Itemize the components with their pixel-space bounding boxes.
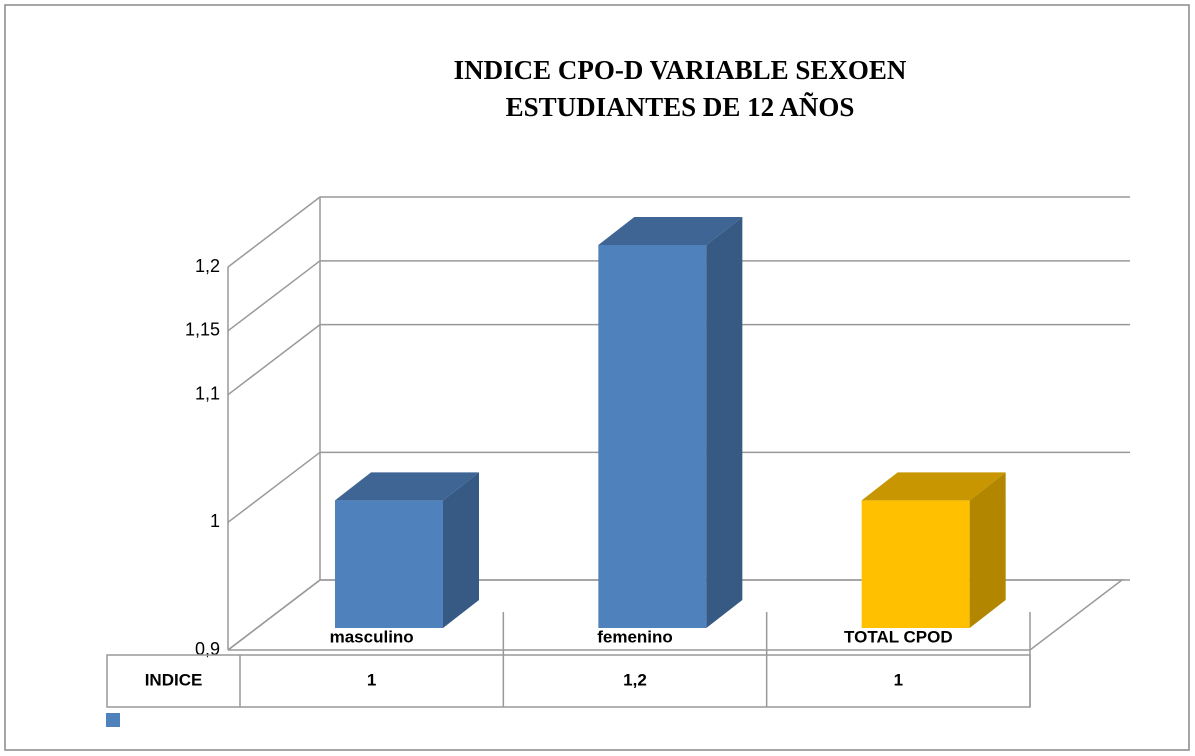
table-row-header: INDICE [145,670,203,689]
bar-top [861,472,1006,501]
x-tick-label: masculino [330,627,414,646]
bar [335,500,443,628]
bar [861,500,970,628]
y-tick-label: 1,2 [195,256,220,276]
y-tick-label: 1,1 [195,383,220,403]
bar-side [969,472,1006,628]
y-tick-label: 1 [210,511,220,531]
table-value: 1 [367,670,376,689]
bar [598,245,707,628]
bar-side [443,472,479,628]
x-tick-label: TOTAL CPOD [844,627,953,646]
chart-title: INDICE CPO-D VARIABLE SEXOEN [454,55,907,85]
grid-line [227,451,1130,523]
grid-line [227,260,1130,332]
bar-top [598,217,743,245]
grid-line [227,579,1130,651]
y-tick-label: 0,9 [195,639,220,659]
bar-side [706,217,743,628]
table-value: 1 [894,670,903,689]
chart-title: ESTUDIANTES DE 12 AÑOS [506,92,855,122]
x-tick-label: femenino [597,627,673,646]
chart-border [4,4,1190,751]
y-tick-label: 1,15 [185,320,220,340]
data-table [106,654,1031,708]
legend-swatch [106,713,120,727]
grid-line [227,196,1130,268]
grid-line [227,323,1130,396]
bar-top [335,472,479,501]
table-value: 1,2 [623,670,647,689]
